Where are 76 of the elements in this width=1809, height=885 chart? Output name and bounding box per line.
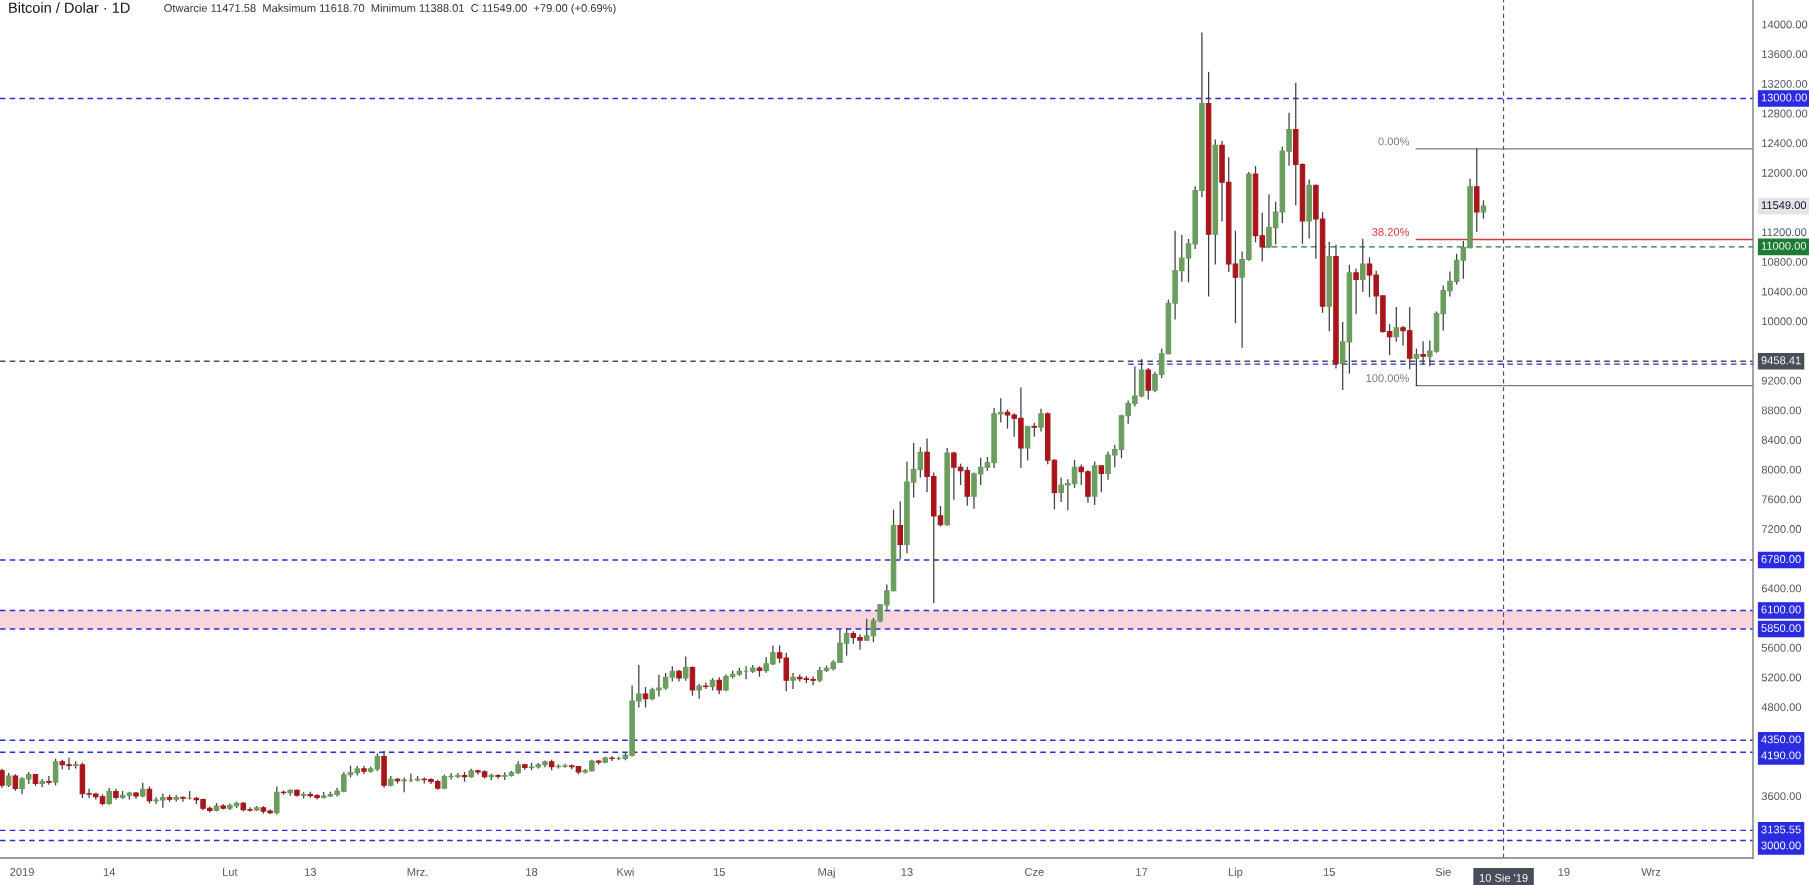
y-tick-label: 10800.00: [1762, 257, 1808, 266]
y-tick-label: 9200.00: [1761, 376, 1802, 385]
ref-line-label: 5850.00: [1761, 624, 1801, 632]
candlestick: [274, 786, 280, 815]
candlestick: [682, 656, 689, 681]
candlestick: [1353, 268, 1359, 315]
ref-line-label: 4190.00: [1761, 751, 1801, 760]
candlestick: [52, 758, 59, 786]
text: 11549.00: [1761, 201, 1807, 210]
y-tick-label: 5600.00: [1761, 643, 1802, 652]
y-tick-label: 3600.00: [1761, 792, 1802, 801]
candlestick: [696, 684, 702, 699]
y-tick-label: 12800.00: [1762, 109, 1808, 118]
x-tick-label: 17: [1136, 868, 1148, 876]
x-tick-label: Cze: [1025, 868, 1044, 876]
candlestick: [897, 501, 904, 560]
x-tick-label: 13: [304, 868, 317, 876]
x-tick-label: 15: [1323, 868, 1335, 876]
y-tick-label: 8000.00: [1761, 465, 1802, 474]
x-tick-label: 19: [1558, 868, 1570, 876]
series-label: 38.20%: [1372, 228, 1410, 236]
candlestick: [1393, 307, 1400, 342]
x-tick-label: Wrz: [1641, 868, 1661, 876]
y-tick-label: 6400.00: [1761, 584, 1802, 593]
y-tick-label: 10000.00: [1762, 317, 1808, 326]
candlestick: [1360, 238, 1366, 293]
x-tick-label: 13: [901, 868, 913, 876]
candlestick: [1145, 367, 1152, 400]
candlestick: [180, 796, 186, 802]
y-tick-label: 14000.00: [1762, 20, 1808, 29]
x-tick-label: Kwi: [617, 867, 634, 876]
x-tick-label: Lip: [1228, 867, 1243, 879]
candlestick: [1098, 465, 1105, 493]
chart-title: Bitcoin / Dolar · 1D: [9, 2, 130, 13]
candlestick: [689, 666, 696, 696]
candlestick: [1420, 341, 1426, 365]
y-tick-label: 8400.00: [1761, 436, 1802, 444]
x-tick-label: 2019: [10, 868, 34, 876]
x-tick-label: Mrz.: [407, 868, 428, 876]
x-tick-label: 15: [713, 868, 725, 876]
ref-line-label: 3135.55: [1761, 825, 1801, 834]
candlestick: [1024, 425, 1031, 461]
candlestick: [495, 774, 501, 779]
candlestick: [1038, 408, 1044, 432]
series-label: 100.00%: [1366, 374, 1410, 383]
y-tick-label: 13600.00: [1762, 50, 1808, 59]
y-tick-label: 10400.00: [1762, 287, 1808, 296]
y-tick-label: 7200.00: [1761, 525, 1802, 533]
candlestick: [46, 776, 52, 785]
ref-line-label: 6780.00: [1761, 555, 1801, 563]
ref-line-label: 13000.00: [1761, 93, 1807, 102]
ref-line-label: 10 Sie '19: [1479, 873, 1528, 882]
candlestick: [790, 672, 796, 689]
ref-line-label: 4350.00: [1761, 735, 1801, 744]
y-tick-label: 13200.00: [1762, 79, 1808, 88]
candlestick: [609, 756, 615, 761]
y-tick-label: 12400.00: [1762, 139, 1808, 148]
ref-line-label: 3000.00: [1761, 841, 1801, 850]
y-tick-label: 4800.00: [1761, 703, 1802, 712]
x-tick-label: 14: [103, 868, 116, 876]
chart-subtitle: Otwarcie 11471.58 Maksimum 11618.70 Minimum 11388.01 C 11549.00 +79.00 (+0.69%): [164, 3, 616, 15]
y-tick-label: 12000.00: [1762, 168, 1808, 177]
candlestick: [642, 687, 649, 708]
series-label: 0.00%: [1378, 137, 1410, 146]
ref-line-label: 9458.41: [1761, 356, 1801, 365]
ref-line-label: 6100.00: [1761, 605, 1801, 614]
data-label: 11000.00: [1761, 241, 1807, 250]
x-tick-label: 18: [526, 868, 538, 876]
y-tick-label: 5200.00: [1761, 673, 1802, 682]
x-tick-label: Lut: [223, 868, 238, 876]
candlestick: [1413, 348, 1420, 387]
x-tick-label: Sie: [1435, 867, 1451, 876]
x-tick-label: Maj: [818, 867, 835, 879]
y-tick-label: 8800.00: [1761, 406, 1802, 415]
y-tick-label: 11200.00: [1762, 228, 1807, 237]
y-tick-label: 7600.00: [1761, 495, 1802, 504]
